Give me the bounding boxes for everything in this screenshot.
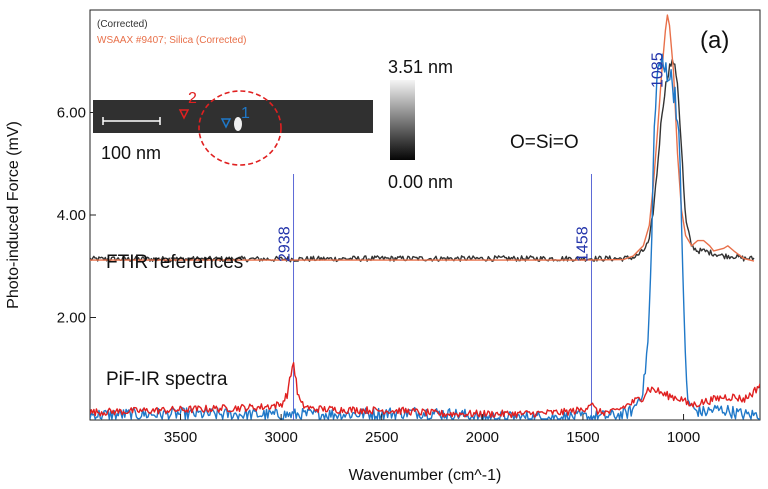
marker-2-triangle: [178, 109, 190, 120]
colorbar-gradient: [390, 80, 415, 160]
series-line-4: [90, 362, 760, 419]
y-axis-title: Photo-induced Force (mV): [5, 121, 22, 309]
y-tick-label-4.00: 4.00: [57, 207, 86, 224]
x-tick-label-1500: 1500: [566, 429, 599, 446]
legend-item-silica: WSAAX #9407; Silica (Corrected): [97, 35, 247, 46]
x-tick-label-3000: 3000: [264, 429, 297, 446]
afm-inset: 100 nm 2 1: [93, 90, 373, 166]
marker-1-label: 1: [241, 105, 250, 122]
marker-1-triangle: [220, 118, 232, 129]
peak-marker-lines: [293, 174, 592, 420]
x-tick-label-1000: 1000: [667, 429, 700, 446]
peak-label-1085: 1085: [649, 52, 666, 88]
y-tick-label-6.00: 6.00: [57, 105, 86, 122]
series-line-2: [90, 14, 755, 262]
scale-bar-label: 100 nm: [101, 143, 161, 163]
x-tick-label-2500: 2500: [365, 429, 398, 446]
marker-2-label: 2: [188, 90, 197, 107]
peak-marker-labels: 2938 1458 1085: [277, 52, 667, 262]
colorbar-max-label: 3.51 nm: [388, 57, 453, 77]
series-layer: [90, 14, 760, 420]
x-axis-title: Wavenumber (cm^-1): [349, 467, 502, 484]
colorbar-min-label: 0.00 nm: [388, 172, 453, 192]
series-line-3: [90, 53, 760, 420]
afm-texture-1: [93, 100, 373, 133]
x-tick-label-3500: 3500: [164, 429, 197, 446]
x-axis: 3500 3000 2500 2000 1500 1000: [164, 414, 700, 446]
colorbar: 3.51 nm 0.00 nm: [388, 57, 453, 192]
annotation-ftir-references: FTIR references: [106, 252, 243, 273]
y-axis: 2.00 4.00 6.00: [57, 105, 96, 327]
annotation-pif-ir-spectra: PiF-IR spectra: [106, 369, 228, 390]
x-tick-label-2000: 2000: [466, 429, 499, 446]
highlight-circle: [198, 90, 282, 166]
afm-image: [93, 100, 373, 133]
legend-item-corrected: (Corrected): [97, 19, 148, 30]
annotation-o-si-o: O=Si=O: [510, 132, 579, 153]
y-tick-label-2.00: 2.00: [57, 310, 86, 327]
peak-label-2938: 2938: [277, 226, 294, 262]
afm-particle: [234, 117, 242, 131]
panel-label: (a): [700, 27, 729, 54]
peak-label-1458: 1458: [574, 226, 591, 262]
